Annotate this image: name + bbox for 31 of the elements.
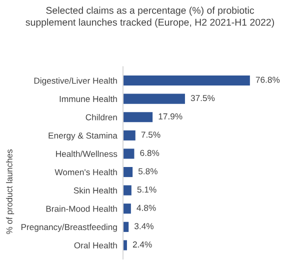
bar bbox=[123, 185, 132, 196]
data-label: 2.4% bbox=[132, 241, 152, 248]
data-label: 37.5% bbox=[190, 95, 215, 102]
bar bbox=[123, 75, 250, 86]
y-tick-label: Digestive/Liver Health bbox=[34, 77, 117, 86]
y-tick-label: Pregnancy/Breastfeeding bbox=[21, 224, 117, 232]
data-label: 5.8% bbox=[138, 168, 158, 174]
y-tick-label: Women's Health bbox=[54, 168, 117, 176]
bar bbox=[123, 112, 153, 122]
bar bbox=[123, 148, 134, 159]
y-tick-label: Oral Health bbox=[74, 242, 117, 248]
y-tick-label: Immune Health bbox=[60, 96, 117, 102]
data-label: 7.5% bbox=[141, 132, 160, 138]
y-axis-title: % of product launches bbox=[6, 149, 14, 234]
y-tick-label: Health/Wellness bbox=[56, 150, 118, 157]
data-label: 4.8% bbox=[136, 204, 156, 211]
chart-title: Selected claims as a percentage (%) of probiotic supplement launches tracked (Europe, H2 2021-H1 2022) bbox=[26, 6, 274, 28]
bar bbox=[123, 166, 133, 178]
data-label: 6.8% bbox=[140, 150, 160, 156]
data-label: 76.8% bbox=[256, 76, 280, 83]
y-tick-label: Energy & Stamina bbox=[48, 132, 118, 140]
bar bbox=[123, 94, 185, 104]
data-label: 17.9% bbox=[158, 113, 182, 120]
y-tick-label: Skin Health bbox=[74, 187, 117, 194]
y-tick-label: Children bbox=[86, 114, 117, 120]
bar bbox=[123, 240, 127, 250]
bar bbox=[123, 130, 136, 140]
data-label: 5.1% bbox=[137, 186, 156, 193]
y-tick-label: Brain-Mood Health bbox=[46, 206, 117, 212]
bar bbox=[123, 204, 131, 214]
data-label: 3.4% bbox=[134, 223, 154, 230]
